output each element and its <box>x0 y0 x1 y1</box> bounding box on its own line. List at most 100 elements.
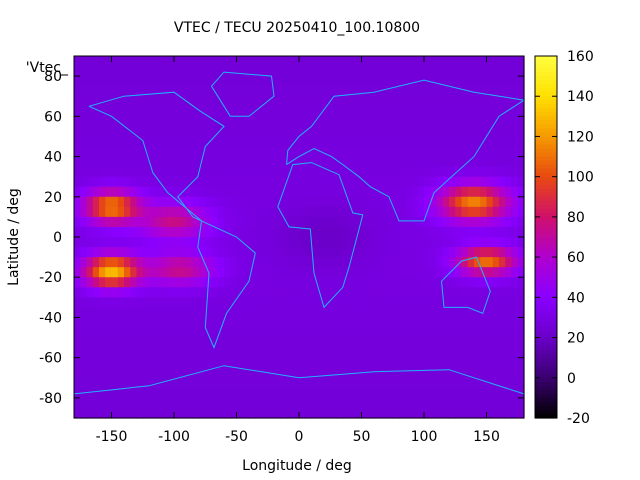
heatmap-cell <box>467 206 475 218</box>
heatmap-cell <box>455 407 463 419</box>
heatmap-cell <box>405 116 413 127</box>
heatmap-cell <box>280 377 288 389</box>
heatmap-cell <box>242 377 250 389</box>
heatmap-cell <box>517 76 525 87</box>
heatmap-cell <box>242 126 250 138</box>
heatmap-cell <box>242 206 250 218</box>
heatmap-cell <box>174 156 181 168</box>
heatmap-cell <box>211 327 219 339</box>
heatmap-cell <box>242 86 250 97</box>
heatmap-cell <box>124 247 131 258</box>
heatmap-cell <box>505 56 513 67</box>
heatmap-cell <box>380 206 388 218</box>
heatmap-cell <box>230 267 238 278</box>
heatmap-cell <box>424 96 431 107</box>
heatmap-cell <box>386 156 394 168</box>
heatmap-cell <box>305 86 313 97</box>
heatmap-cell <box>342 377 350 389</box>
heatmap-cell <box>111 86 119 97</box>
heatmap-cell <box>261 257 269 268</box>
heatmap-cell <box>342 357 350 369</box>
heatmap-cell <box>205 136 213 148</box>
heatmap-cell <box>380 277 388 288</box>
colorbar-segment <box>535 285 557 290</box>
heatmap-cell <box>405 277 413 288</box>
heatmap-cell <box>92 196 100 208</box>
heatmap-cell <box>274 287 281 298</box>
heatmap-cell <box>324 186 331 198</box>
heatmap-cell <box>424 247 431 258</box>
heatmap-cell <box>517 397 525 409</box>
heatmap-cell <box>111 397 119 409</box>
heatmap-cell <box>299 216 306 228</box>
heatmap-cell <box>486 76 494 87</box>
heatmap-cell <box>492 146 500 158</box>
heatmap-cell <box>374 106 381 117</box>
heatmap-cell <box>424 196 431 208</box>
heatmap-cell <box>436 126 444 138</box>
heatmap-cell <box>199 377 206 389</box>
heatmap-cell <box>480 387 488 399</box>
heatmap-cell <box>242 176 250 188</box>
heatmap-cell <box>461 96 469 107</box>
heatmap-cell <box>117 136 125 148</box>
heatmap-cell <box>417 56 425 67</box>
heatmap-cell <box>442 387 450 399</box>
heatmap-cell <box>492 357 500 369</box>
heatmap-cell <box>192 196 200 208</box>
heatmap-cell <box>467 56 475 67</box>
heatmap-cell <box>249 317 256 329</box>
heatmap-cell <box>255 156 263 168</box>
heatmap-cell <box>505 337 513 349</box>
heatmap-cell <box>386 267 394 278</box>
heatmap-cell <box>386 136 394 148</box>
colorbar-segment <box>535 212 557 218</box>
heatmap-cell <box>292 106 300 117</box>
heatmap-cell <box>336 176 344 188</box>
heatmap-cell <box>442 126 450 138</box>
heatmap-cell <box>136 216 144 228</box>
heatmap-cell <box>267 277 275 288</box>
heatmap-cell <box>217 297 225 308</box>
heatmap-cell <box>255 76 263 87</box>
heatmap-cell <box>399 347 406 359</box>
colorbar-segment <box>535 104 557 109</box>
heatmap-cell <box>424 156 431 168</box>
heatmap-cell <box>192 136 200 148</box>
heatmap-cell <box>330 357 338 369</box>
heatmap-cell <box>255 196 263 208</box>
coastline-path <box>73 365 525 395</box>
x-tick-label: 0 <box>295 429 304 445</box>
heatmap-cell <box>336 337 344 349</box>
heatmap-cell <box>249 267 256 278</box>
heatmap-cell <box>480 216 488 228</box>
heatmap-cell <box>274 106 281 117</box>
heatmap-cell <box>142 377 150 389</box>
heatmap-cell <box>455 347 463 359</box>
heatmap-cell <box>474 136 481 148</box>
heatmap-cell <box>186 357 194 369</box>
heatmap-cell <box>174 407 181 419</box>
heatmap-cell <box>74 116 81 127</box>
heatmap-cell <box>417 307 425 319</box>
heatmap-cell <box>455 377 463 389</box>
heatmap-cell <box>486 196 494 208</box>
heatmap-cell <box>305 96 313 107</box>
heatmap-cell <box>511 337 519 349</box>
heatmap-cell <box>405 267 413 278</box>
heatmap-cell <box>292 66 300 77</box>
heatmap-cell <box>74 327 81 339</box>
heatmap-cell <box>99 327 106 339</box>
heatmap-cell <box>399 166 406 178</box>
colorbar-segment <box>535 405 557 411</box>
heatmap-cell <box>242 226 250 238</box>
colorbar-tick-label: 80 <box>567 210 585 226</box>
heatmap-cell <box>280 247 288 258</box>
heatmap-cell <box>505 86 513 97</box>
heatmap-cell <box>449 86 456 97</box>
heatmap-cell <box>405 56 413 67</box>
heatmap-cell <box>480 367 488 379</box>
heatmap-cell <box>449 377 456 389</box>
heatmap-cell <box>174 186 181 198</box>
heatmap-cell <box>211 126 219 138</box>
